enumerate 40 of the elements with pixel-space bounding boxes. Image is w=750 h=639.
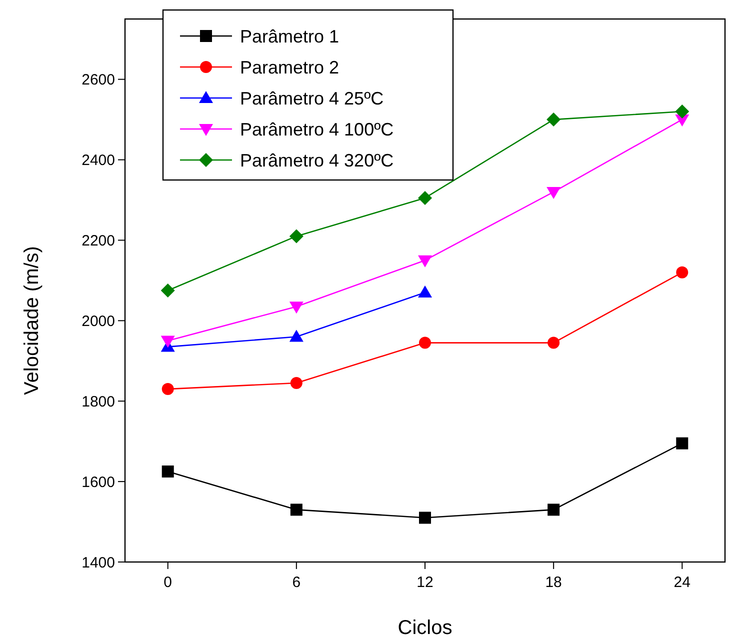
point (548, 336, 560, 349)
point (675, 104, 690, 119)
point (419, 512, 431, 524)
point (162, 383, 174, 396)
legend-label: Parâmetro 4 100ºC (240, 119, 394, 140)
y-tick-label: 1400 (82, 554, 115, 572)
x-tick-label: 24 (674, 574, 690, 591)
x-axis-title: Ciclos (398, 617, 452, 639)
point (160, 284, 175, 298)
x-tick-label: 18 (545, 574, 562, 591)
point (676, 437, 688, 450)
y-tick-label: 1800 (82, 393, 115, 410)
legend-label: Parametro 2 (240, 57, 340, 78)
legend-label: Parâmetro 4 320ºC (240, 150, 394, 170)
point (160, 336, 175, 348)
legend-label: Parâmetro 4 25ºC (240, 88, 384, 108)
y-tick-label: 2000 (82, 312, 115, 330)
point (162, 466, 174, 478)
y-tick-label: 2400 (82, 152, 115, 170)
x-tick-label: 12 (416, 574, 434, 591)
y-tick-label: 1600 (82, 474, 115, 491)
point (290, 504, 302, 516)
point (548, 504, 560, 516)
x-tick-label: 6 (292, 574, 301, 591)
point (418, 190, 432, 205)
point (546, 186, 561, 199)
point (418, 255, 432, 268)
point (289, 330, 304, 342)
point (546, 112, 561, 127)
point (418, 286, 432, 298)
point (290, 377, 302, 390)
point (289, 229, 304, 244)
x-tick-label: 0 (164, 574, 172, 591)
point (676, 266, 688, 278)
point (289, 302, 304, 314)
y-axis-title: Velocidade (m/s) (21, 246, 43, 395)
point (419, 336, 431, 349)
y-tick-label: 2200 (82, 232, 115, 250)
legend-label: Parâmetro 1 (240, 26, 340, 46)
y-tick-label: 2600 (82, 72, 115, 89)
